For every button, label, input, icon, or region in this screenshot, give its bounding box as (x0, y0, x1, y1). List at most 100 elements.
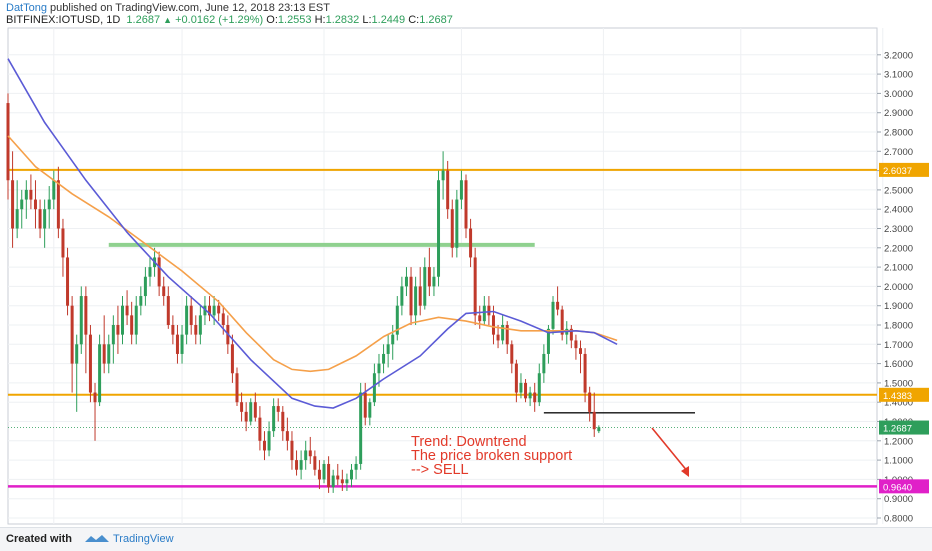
ema-fast-line (7, 58, 618, 409)
candle-body (299, 460, 303, 470)
low-label: L: (362, 14, 372, 26)
candle-body (551, 301, 555, 329)
candle-body (597, 427, 601, 432)
y-tick-label: 1.5000 (884, 378, 913, 389)
candle-body (290, 440, 294, 461)
tradingview-brand-link[interactable]: TradingView (113, 533, 174, 545)
candle-body (592, 411, 596, 430)
y-tick-label: 3.1000 (884, 70, 913, 81)
candle-body (395, 305, 399, 335)
candle-body (404, 276, 408, 287)
candle-body (143, 276, 147, 297)
candle-body (514, 363, 518, 393)
tradingview-logo-icon (85, 535, 109, 542)
footer-bar: Created with TradingView (0, 527, 932, 551)
candle-body (217, 305, 221, 314)
candle-body (304, 450, 308, 461)
candle-body (478, 315, 482, 322)
y-tick-label: 2.4000 (884, 205, 913, 216)
up-triangle-icon: ▲ (163, 15, 173, 25)
candle-body (423, 267, 427, 306)
candle-body (258, 417, 262, 441)
author-link[interactable]: DatTong (6, 2, 47, 14)
price-tag-label: 1.2687 (883, 424, 912, 435)
candle-body (240, 402, 244, 412)
price-tag-label: 0.9640 (883, 482, 912, 493)
y-tick-label: 2.9000 (884, 108, 913, 119)
candle-body (98, 344, 102, 403)
y-tick-label: 2.5000 (884, 185, 913, 196)
candle-body (556, 301, 560, 310)
y-tick-label: 3.0000 (884, 89, 913, 100)
candle-body (583, 353, 587, 393)
candle-body (116, 325, 120, 335)
low-value: 1.2449 (371, 14, 406, 26)
symbol-bar: BITFINEX:IOTUSD, 1D 1.2687 ▲ +0.0162 (+1… (6, 14, 453, 26)
candle-body (336, 475, 340, 480)
candle-body (560, 309, 564, 335)
candle-body (189, 305, 193, 325)
price-tag-bg (879, 162, 929, 177)
y-tick-label: 1.1000 (884, 456, 913, 467)
candle-body (162, 286, 166, 297)
annotation-line-1: Trend: Downtrend (411, 434, 527, 450)
candle-body (427, 267, 431, 287)
candle-body (322, 463, 326, 480)
y-tick-label: 0.8000 (884, 514, 913, 525)
candle-body (510, 344, 514, 364)
candle-body (107, 344, 111, 364)
price-tag-bg (879, 420, 929, 435)
candle-body (253, 402, 257, 418)
sell-arrow-shaft (651, 427, 689, 473)
candle-body (6, 103, 10, 181)
candle-body (308, 450, 312, 457)
candle-body (208, 305, 212, 316)
candle-body (171, 325, 175, 335)
candle-body (432, 276, 436, 287)
y-tick-label: 2.3000 (884, 224, 913, 235)
candle-body (345, 479, 349, 484)
candle-body (313, 456, 317, 470)
candle-body (450, 209, 454, 248)
candle-body (203, 305, 207, 316)
candle-body (285, 431, 289, 441)
candles-group (6, 93, 601, 493)
candle-body (542, 353, 546, 374)
candle-body (391, 334, 395, 345)
y-tick-label: 2.1000 (884, 263, 913, 274)
candle-body (244, 411, 248, 422)
candle-body (455, 199, 459, 248)
candle-body (130, 315, 134, 335)
publish-text: published on TradingView.com, June 12, 2… (50, 2, 330, 14)
candle-body (496, 334, 500, 341)
created-with-label: Created with (6, 533, 73, 545)
candle-body (38, 209, 42, 229)
candle-body (221, 313, 225, 325)
candle-body (359, 392, 363, 464)
candle-body (148, 267, 152, 277)
open-label: O: (266, 14, 278, 26)
candle-body (340, 479, 344, 484)
candle-body (377, 363, 381, 374)
high-label: H: (314, 14, 326, 26)
candle-body (533, 392, 537, 403)
candle-body (363, 392, 367, 418)
candle-body (102, 344, 106, 364)
candle-body (66, 257, 70, 306)
candle-body (15, 209, 19, 229)
candle-body (70, 305, 74, 364)
candle-body (267, 431, 271, 451)
candle-body (400, 286, 404, 306)
plot-area (7, 27, 878, 525)
candle-body (194, 325, 198, 335)
candle-body (134, 305, 138, 335)
candle-body (317, 469, 321, 480)
y-tick-label: 1.9000 (884, 301, 913, 312)
candle-body (327, 463, 331, 488)
candle-body (185, 305, 189, 335)
candle-body (111, 325, 115, 345)
candle-body (11, 180, 15, 229)
y-tick-label: 1.4000 (884, 398, 913, 409)
candle-body (368, 402, 372, 418)
